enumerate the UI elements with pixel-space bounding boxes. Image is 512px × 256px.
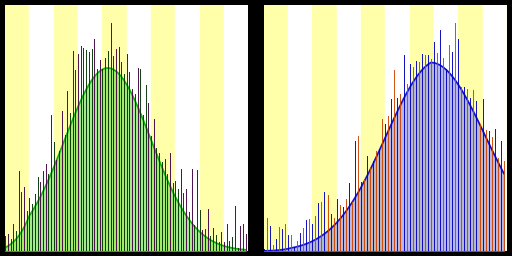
Bar [482, 5, 507, 251]
Bar [78, 5, 102, 251]
Bar [385, 5, 410, 251]
Bar [224, 5, 248, 251]
Bar [30, 5, 54, 251]
Bar [507, 5, 512, 251]
Bar [102, 5, 127, 251]
Bar [151, 5, 175, 251]
Bar [458, 5, 482, 251]
Bar [410, 5, 434, 251]
Bar [264, 5, 288, 251]
Bar [288, 5, 312, 251]
Bar [337, 5, 361, 251]
Bar [361, 5, 386, 251]
Bar [54, 5, 78, 251]
Bar [175, 5, 200, 251]
Bar [200, 5, 224, 251]
Bar [248, 5, 273, 251]
Bar [5, 5, 30, 251]
Bar [434, 5, 458, 251]
Bar [127, 5, 151, 251]
Bar [312, 5, 337, 251]
